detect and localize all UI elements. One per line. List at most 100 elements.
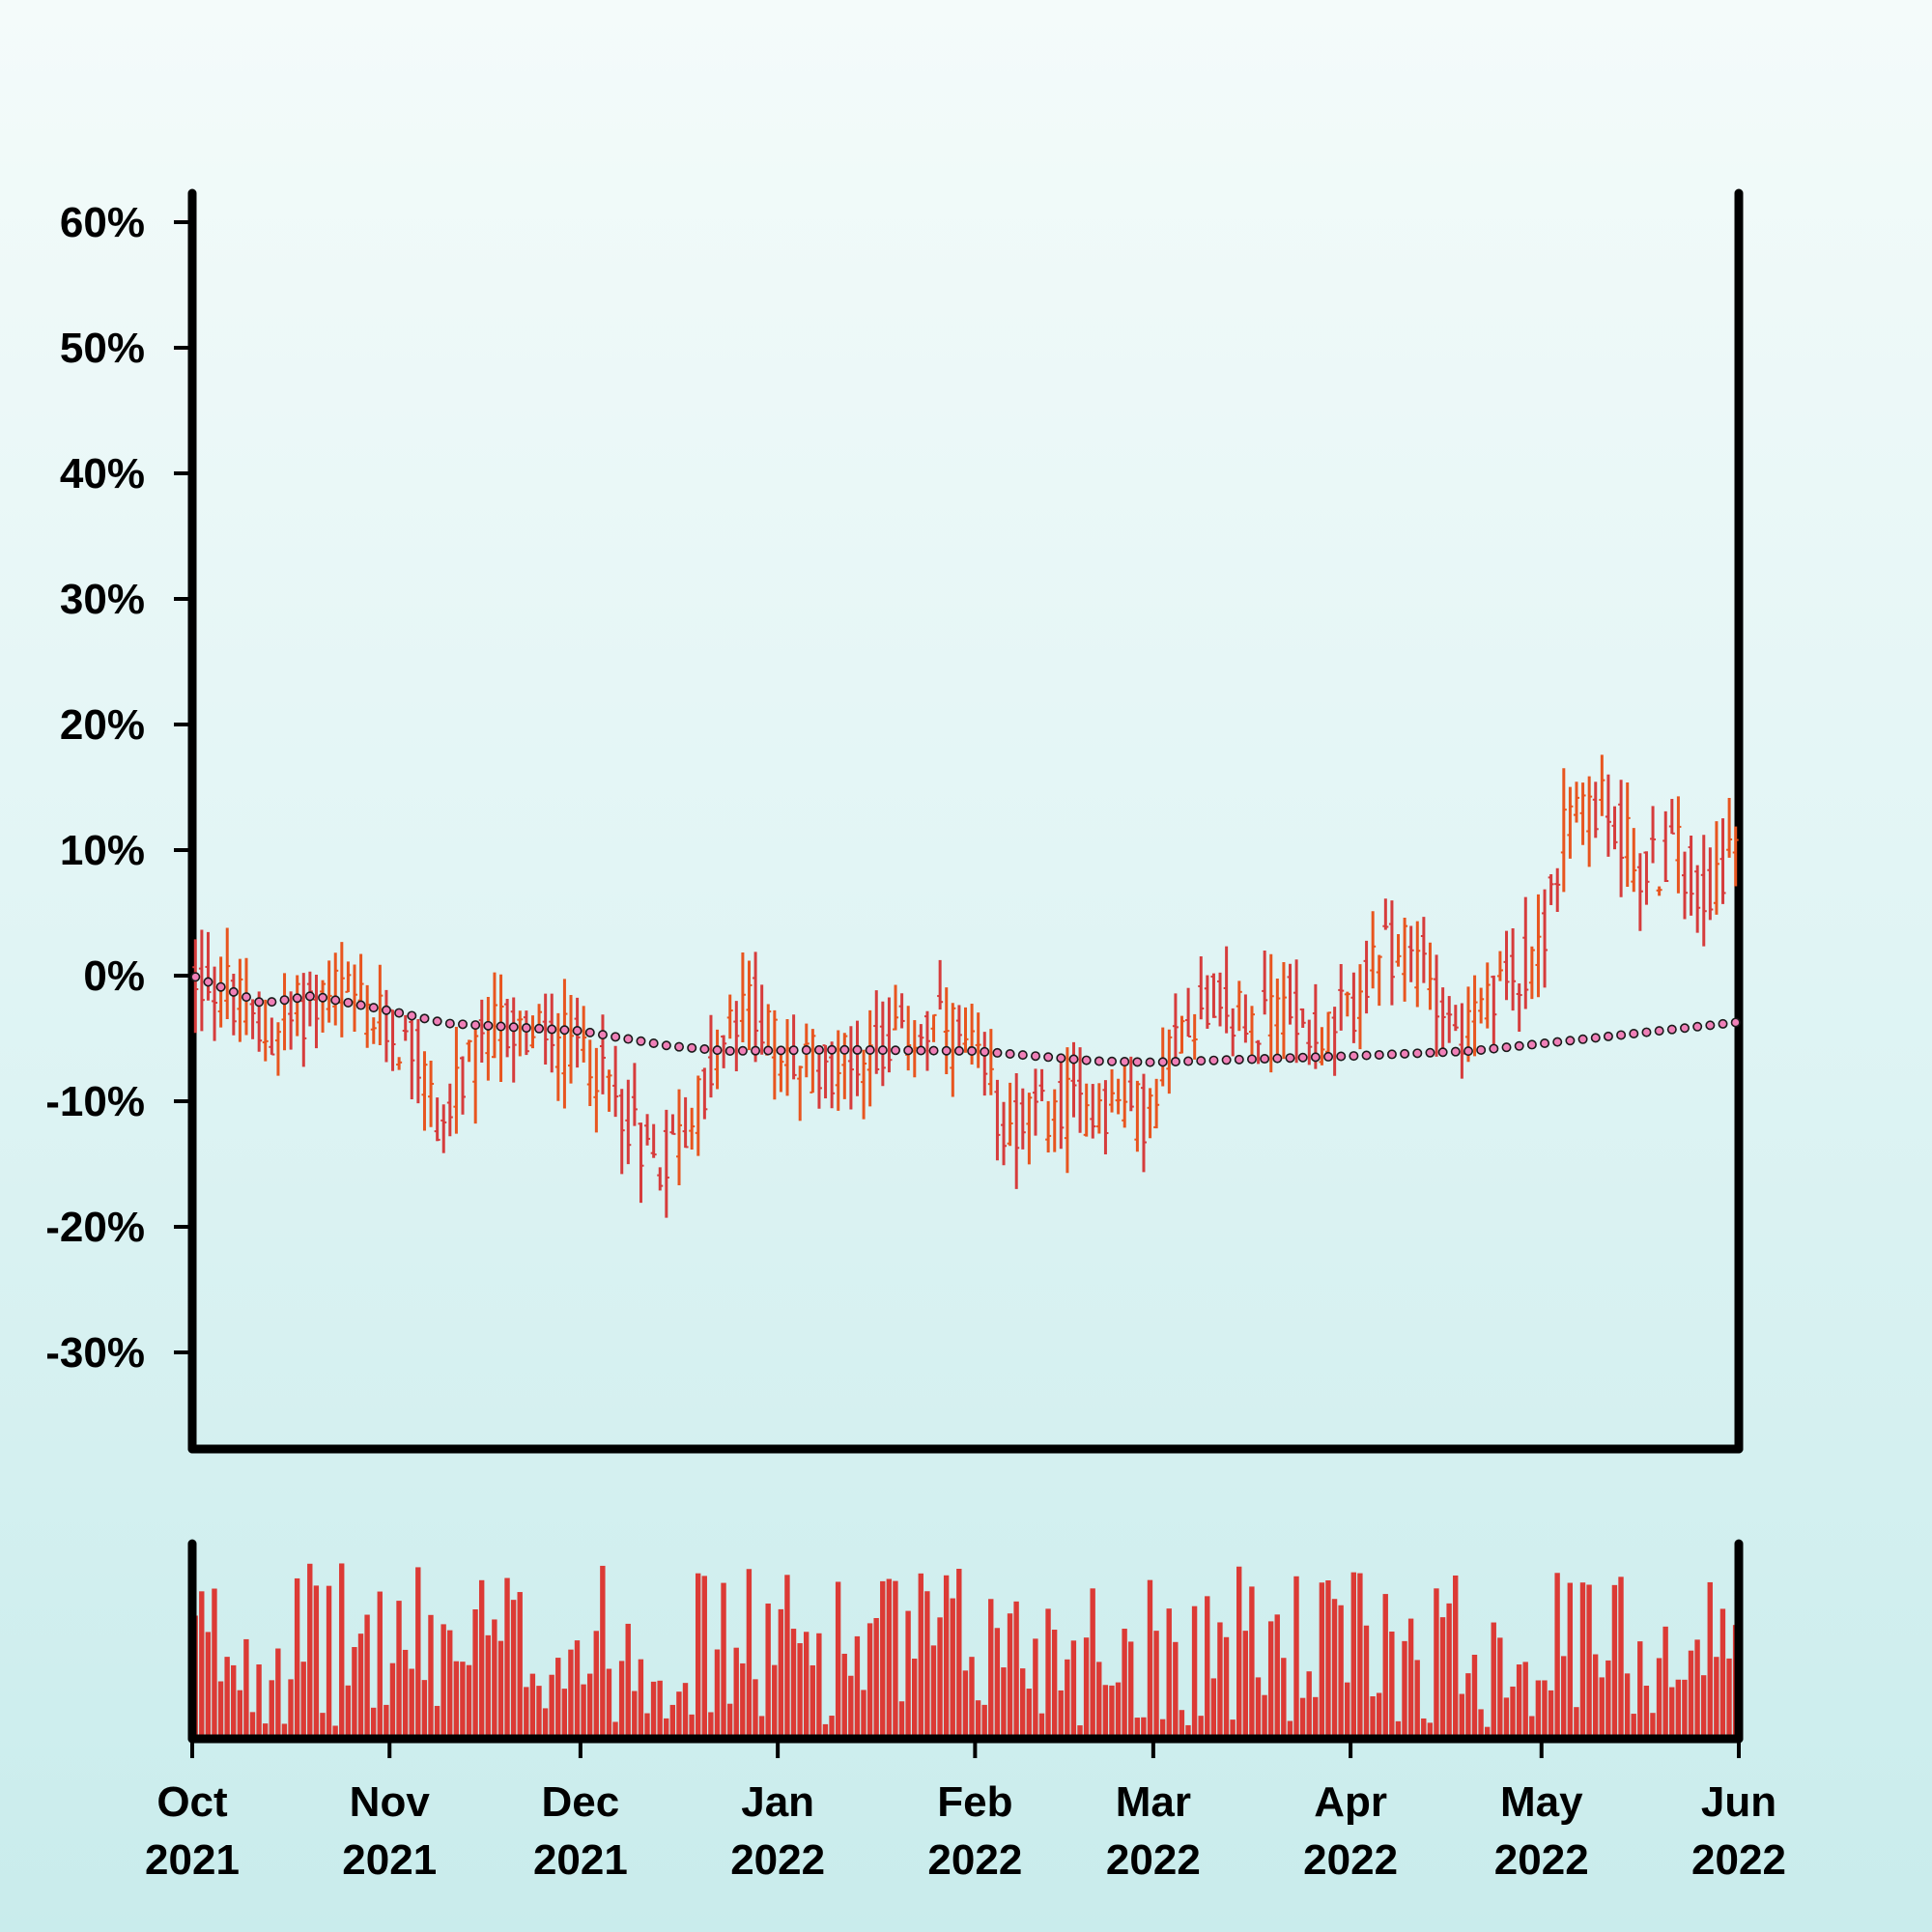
price-bar	[1694, 865, 1701, 933]
price-bar	[753, 952, 759, 1063]
volume-bar	[1166, 1608, 1172, 1735]
moving-average-point	[1501, 1042, 1512, 1053]
volume-bar	[1001, 1667, 1007, 1735]
volume-bar	[269, 1680, 274, 1735]
price-bar	[861, 1049, 867, 1120]
price-bar	[962, 1007, 969, 1053]
price-bar	[1688, 836, 1694, 916]
moving-average-point	[1603, 1031, 1613, 1041]
price-bar	[1038, 1068, 1045, 1101]
volume-bar	[1293, 1576, 1299, 1735]
price-bar	[599, 1014, 606, 1094]
moving-average-point	[1297, 1052, 1308, 1063]
moving-average-point	[381, 1005, 391, 1015]
price-bar	[389, 1009, 396, 1071]
volume-bar	[1319, 1582, 1325, 1735]
volume-bar	[988, 1599, 994, 1735]
volume-bar	[950, 1598, 955, 1735]
volume-bar	[676, 1691, 682, 1735]
price-bar	[1319, 1027, 1325, 1065]
volume-bar	[307, 1563, 313, 1735]
price-bar	[1542, 889, 1548, 988]
price-bar	[1586, 776, 1593, 867]
volume-bar	[1516, 1664, 1522, 1735]
y-tick-label: 30%	[60, 576, 145, 623]
price-bar	[542, 993, 549, 1065]
volume-bar	[1484, 1726, 1491, 1735]
volume-bar	[886, 1578, 893, 1735]
volume-bar	[975, 1700, 981, 1735]
price-bar	[721, 1035, 727, 1068]
price-bar	[510, 997, 517, 1083]
volume-bar	[593, 1631, 599, 1735]
volume-bar	[1434, 1588, 1439, 1735]
price-bar	[224, 927, 231, 1019]
price-bar	[923, 1010, 930, 1071]
price-bar	[663, 1109, 669, 1218]
volume-bar	[1605, 1660, 1611, 1735]
price-bar	[1719, 818, 1726, 904]
volume-bar	[969, 1657, 975, 1735]
volume-bar	[918, 1573, 923, 1735]
moving-average-point	[953, 1045, 964, 1056]
price-bar	[1325, 1011, 1332, 1054]
moving-average-point	[1260, 1054, 1270, 1065]
volume-bar	[1707, 1581, 1713, 1735]
x-tick-month: Oct	[156, 1778, 228, 1826]
volume-bar	[1007, 1613, 1013, 1735]
price-bar	[352, 964, 358, 1032]
volume-bar	[345, 1685, 352, 1735]
price-bar	[1299, 1008, 1306, 1029]
volume-bar	[586, 1673, 593, 1735]
moving-average-point	[1132, 1057, 1143, 1067]
volume-bar	[1402, 1640, 1407, 1735]
price-bar	[326, 960, 332, 1023]
price-bar	[517, 1010, 524, 1057]
moving-average-point	[1285, 1053, 1295, 1064]
moving-average-point	[547, 1024, 557, 1035]
price-bar	[1077, 1047, 1084, 1133]
volume-bar	[1624, 1673, 1631, 1735]
volume-bar	[1020, 1668, 1026, 1735]
moving-average-point	[1120, 1057, 1130, 1067]
moving-average-point	[877, 1045, 888, 1056]
price-bar	[1217, 972, 1224, 1027]
price-bar	[269, 1017, 275, 1056]
price-bar	[485, 996, 492, 1081]
price-bar	[625, 1079, 632, 1165]
price-bar	[466, 1039, 472, 1063]
price-bar	[1344, 991, 1350, 1017]
volume-bar	[440, 1624, 446, 1735]
price-bar	[1109, 1068, 1116, 1113]
volume-bar	[701, 1576, 707, 1735]
price-bar	[1172, 993, 1179, 1066]
moving-average-point	[1386, 1049, 1397, 1060]
price-bar	[746, 960, 753, 1051]
volume-bar	[1147, 1579, 1153, 1735]
moving-average-point	[228, 986, 239, 997]
price-bar	[1376, 954, 1382, 1007]
volume-bar	[1262, 1694, 1267, 1735]
volume-bar	[1414, 1660, 1420, 1735]
price-bar	[695, 1075, 701, 1156]
price-bar	[586, 1039, 593, 1107]
moving-average-point	[1183, 1056, 1194, 1066]
price-bar	[1083, 1083, 1090, 1137]
moving-average-point	[636, 1036, 646, 1046]
price-bar	[581, 1006, 587, 1063]
price-bar	[217, 956, 224, 1028]
volume-bar	[1389, 1632, 1395, 1735]
price-bar	[491, 972, 497, 1059]
moving-average-point	[1145, 1057, 1155, 1067]
price-bar	[357, 953, 364, 1007]
volume-bar	[1548, 1690, 1554, 1735]
moving-average-point	[724, 1045, 735, 1056]
price-bar	[1007, 1082, 1013, 1147]
volume-bar	[1223, 1636, 1230, 1735]
price-bar	[1548, 873, 1554, 905]
volume-bar	[1510, 1686, 1516, 1735]
moving-average-point	[623, 1034, 634, 1044]
price-bar	[1236, 980, 1242, 1032]
price-bar	[523, 1010, 529, 1056]
volume-bar	[524, 1687, 529, 1735]
